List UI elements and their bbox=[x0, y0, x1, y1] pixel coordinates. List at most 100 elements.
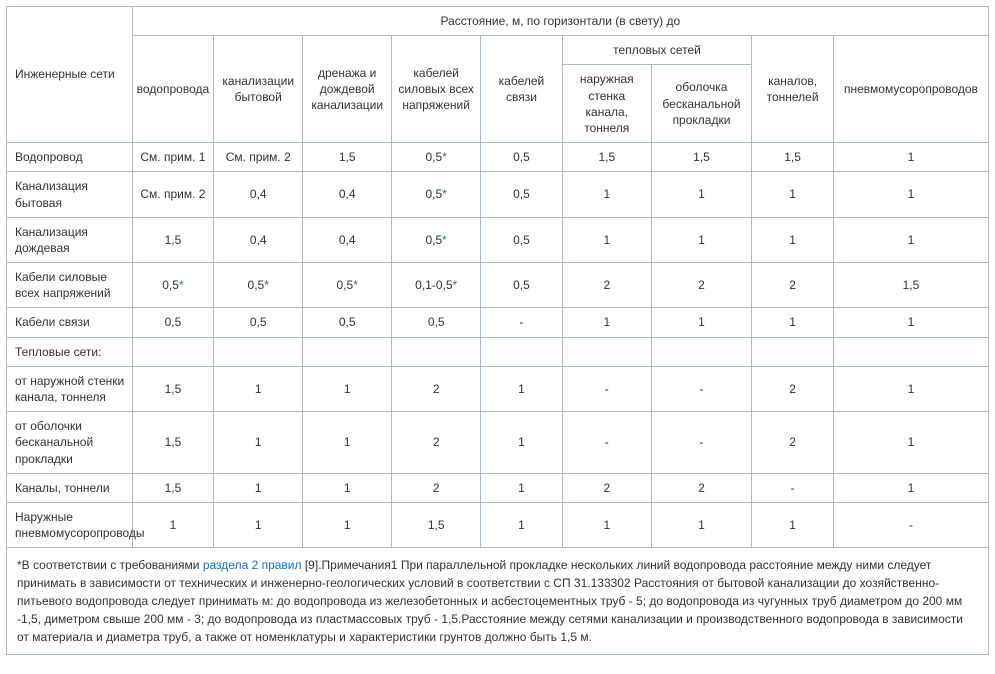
row-label: от наружной стенки канала, тоннеля bbox=[7, 366, 133, 411]
table-row: от оболочки бесканальной прокладки1,5112… bbox=[7, 412, 989, 474]
cell: - bbox=[651, 366, 751, 411]
table-row: Канализация дождевая1,50,40,40,5*0,51111 bbox=[7, 217, 989, 262]
cell: 2 bbox=[651, 263, 751, 308]
cell: 0,1-0,5* bbox=[392, 263, 481, 308]
cell: 1 bbox=[562, 172, 651, 217]
cell: 1 bbox=[833, 366, 988, 411]
row-label: Водопровод bbox=[7, 143, 133, 172]
cell: 1 bbox=[833, 172, 988, 217]
cell: 1,5 bbox=[833, 263, 988, 308]
cell: 1 bbox=[752, 502, 834, 547]
cell: 2 bbox=[562, 473, 651, 502]
cell: 1,5 bbox=[392, 502, 481, 547]
cell: 2 bbox=[752, 263, 834, 308]
cell: 0,4 bbox=[214, 172, 303, 217]
header-col-3: кабелей силовых всех напряжений bbox=[392, 36, 481, 143]
row-label: Канализация бытовая bbox=[7, 172, 133, 217]
header-col-6: каналов, тоннелей bbox=[752, 36, 834, 143]
cell: 1 bbox=[214, 473, 303, 502]
cell: 1 bbox=[752, 172, 834, 217]
header-corner: Инженерные сети bbox=[7, 7, 133, 143]
cell: 1 bbox=[752, 217, 834, 262]
cell: 1 bbox=[833, 143, 988, 172]
row-label: Кабели силовые всех напряжений bbox=[7, 263, 133, 308]
cell: 1,5 bbox=[132, 412, 214, 474]
cell: 1 bbox=[481, 473, 563, 502]
cell: 1 bbox=[833, 473, 988, 502]
cell: 2 bbox=[392, 473, 481, 502]
cell: 0,5 bbox=[481, 263, 563, 308]
cell: 1 bbox=[833, 217, 988, 262]
cell: 0,5 bbox=[481, 172, 563, 217]
cell: - bbox=[833, 502, 988, 547]
cell bbox=[214, 337, 303, 366]
cell: 0,5* bbox=[303, 263, 392, 308]
cell: 1 bbox=[651, 217, 751, 262]
distances-table: Инженерные сети Расстояние, м, по горизо… bbox=[6, 6, 989, 655]
cell bbox=[651, 337, 751, 366]
cell: 2 bbox=[752, 412, 834, 474]
header-col-0: водопровода bbox=[132, 36, 214, 143]
header-col-1: канализации бытовой bbox=[214, 36, 303, 143]
asterisk: * bbox=[264, 278, 269, 292]
asterisk: * bbox=[442, 233, 447, 247]
cell bbox=[752, 337, 834, 366]
cell bbox=[132, 337, 214, 366]
cell: См. прим. 2 bbox=[132, 172, 214, 217]
asterisk: * bbox=[353, 278, 358, 292]
table-footnote: *В соответствии с требованиями раздела 2… bbox=[7, 548, 989, 655]
table-row: ВодопроводСм. прим. 1См. прим. 21,50,5*0… bbox=[7, 143, 989, 172]
row-label: Канализация дождевая bbox=[7, 217, 133, 262]
cell: 1,5 bbox=[132, 473, 214, 502]
cell: 1,5 bbox=[651, 143, 751, 172]
asterisk: * bbox=[442, 187, 447, 201]
cell: 1 bbox=[651, 308, 751, 337]
cell: 0,5* bbox=[392, 217, 481, 262]
cell: 2 bbox=[392, 412, 481, 474]
cell: 1 bbox=[562, 217, 651, 262]
cell: 0,5 bbox=[214, 308, 303, 337]
cell: 1,5 bbox=[562, 143, 651, 172]
table-row: Канализация бытоваяСм. прим. 20,40,40,5*… bbox=[7, 172, 989, 217]
cell: 1 bbox=[303, 473, 392, 502]
table-row: Наружные пневмомусоропроводы1111,51111- bbox=[7, 502, 989, 547]
cell: 1 bbox=[562, 502, 651, 547]
cell: 0,4 bbox=[303, 217, 392, 262]
cell: 0,5 bbox=[303, 308, 392, 337]
cell: 1 bbox=[303, 366, 392, 411]
cell: 0,5* bbox=[392, 172, 481, 217]
cell: 1 bbox=[752, 308, 834, 337]
cell: 0,4 bbox=[214, 217, 303, 262]
header-col-7: пневмомусоропроводов bbox=[833, 36, 988, 143]
footnote-link[interactable]: раздела 2 правил bbox=[203, 558, 302, 572]
row-label: Наружные пневмомусоропроводы bbox=[7, 502, 133, 547]
cell: 0,5* bbox=[132, 263, 214, 308]
header-super: Расстояние, м, по горизонтали (в свету) … bbox=[132, 7, 988, 36]
cell: 1 bbox=[214, 366, 303, 411]
cell: - bbox=[651, 412, 751, 474]
cell: 0,4 bbox=[303, 172, 392, 217]
footnote-pre: *В соответствии с требованиями bbox=[17, 558, 203, 572]
cell: - bbox=[752, 473, 834, 502]
cell: - bbox=[562, 366, 651, 411]
cell: 0,5* bbox=[392, 143, 481, 172]
row-label: от оболочки бесканальной прокладки bbox=[7, 412, 133, 474]
row-label: Тепловые сети: bbox=[7, 337, 133, 366]
cell: 0,5 bbox=[392, 308, 481, 337]
cell: См. прим. 2 bbox=[214, 143, 303, 172]
cell: 1 bbox=[214, 412, 303, 474]
cell: 1 bbox=[562, 308, 651, 337]
cell: 2 bbox=[562, 263, 651, 308]
table-row: от наружной стенки канала, тоннеля1,5112… bbox=[7, 366, 989, 411]
cell: 1 bbox=[833, 412, 988, 474]
cell: 2 bbox=[752, 366, 834, 411]
cell: 1 bbox=[481, 412, 563, 474]
cell bbox=[562, 337, 651, 366]
asterisk: * bbox=[442, 150, 447, 164]
cell: 0,5 bbox=[481, 217, 563, 262]
cell: См. прим. 1 bbox=[132, 143, 214, 172]
cell bbox=[303, 337, 392, 366]
header-col-4: кабелей связи bbox=[481, 36, 563, 143]
header-col-thermal: тепловых сетей bbox=[562, 36, 751, 65]
asterisk: * bbox=[179, 278, 184, 292]
